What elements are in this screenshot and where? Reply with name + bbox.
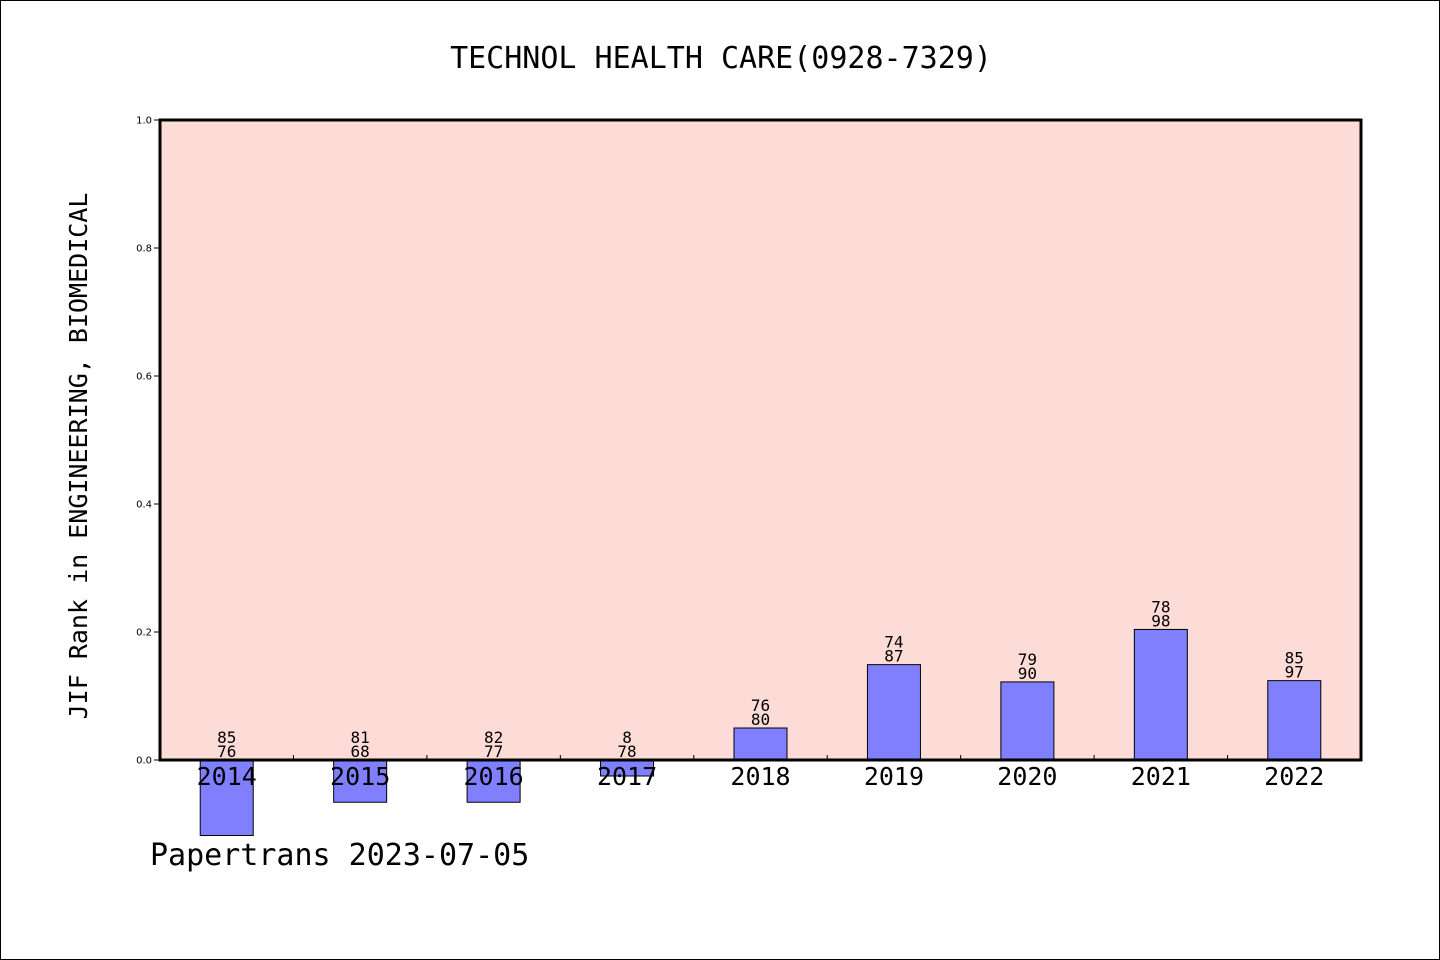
- bar-label-bottom-2018: 80: [751, 710, 770, 729]
- x-tick-label-2019: 2019: [864, 762, 924, 791]
- bar-label-top-2018: 76: [751, 696, 770, 715]
- chart-title: TECHNOL HEALTH CARE(0928-7329): [450, 41, 992, 76]
- y-tick-label: 1.0: [136, 116, 152, 127]
- x-tick-label-2021: 2021: [1131, 762, 1191, 791]
- bar-2020: [1000, 681, 1055, 761]
- bar-2016: [466, 759, 521, 803]
- y-tick-label: 0.0: [136, 756, 152, 767]
- bar-label-bottom-2022: 97: [1285, 663, 1304, 682]
- x-tick-label-2014: 2014: [197, 762, 257, 791]
- bar-label-top-2015: 81: [351, 728, 370, 747]
- bar-label-bottom-2019: 87: [884, 647, 903, 666]
- bar-label-top-2016: 82: [484, 728, 503, 747]
- bars-layer: [199, 628, 1322, 837]
- bar-label-bottom-2014: 76: [217, 742, 236, 761]
- x-axis: 2014 2015 2016 2017 2018 2019 2020 2021 2022: [197, 755, 1324, 791]
- bar-2019: [866, 664, 921, 761]
- bar-label-bottom-2020: 90: [1018, 664, 1037, 683]
- x-tick-label-2020: 2020: [997, 762, 1057, 791]
- x-tick-label-2015: 2015: [330, 762, 390, 791]
- watermark-text: Papertrans 2023-07-05: [150, 838, 529, 873]
- x-tick-label-2017: 2017: [597, 762, 657, 791]
- x-tick-label-2016: 2016: [464, 762, 524, 791]
- bar-label-top-2019: 74: [884, 633, 903, 652]
- bar-label-bottom-2021: 98: [1151, 611, 1170, 630]
- bar-label-bottom-2017: 78: [617, 742, 636, 761]
- bar-label-top-2021: 78: [1151, 597, 1170, 616]
- y-axis-label: JIF Rank in ENGINEERING, BIOMEDICAL: [64, 193, 93, 720]
- y-tick-label: 0.8: [136, 244, 152, 255]
- bar-label-top-2020: 79: [1018, 650, 1037, 669]
- bar-2022: [1267, 680, 1322, 761]
- x-tick-label-2022: 2022: [1264, 762, 1324, 791]
- bar-label-bottom-2016: 77: [484, 742, 503, 761]
- bar-2021: [1133, 628, 1188, 761]
- bar-label-top-2014: 85: [217, 728, 236, 747]
- y-tick-label: 0.4: [136, 500, 152, 511]
- bar-label-top-2022: 85: [1285, 649, 1304, 668]
- bar-2018: [733, 727, 788, 761]
- bar-label-bottom-2015: 68: [351, 742, 370, 761]
- bar-label-top-2017: 8: [622, 728, 632, 747]
- y-axis: 0.0 0.2 0.4 0.6 0.8 1.0: [136, 116, 160, 767]
- x-tick-label-2018: 2018: [730, 762, 790, 791]
- y-tick-label: 0.2: [136, 628, 152, 639]
- y-tick-label: 0.6: [136, 372, 152, 383]
- plot-frame: [158, 118, 1363, 762]
- bar-2014: [199, 759, 254, 837]
